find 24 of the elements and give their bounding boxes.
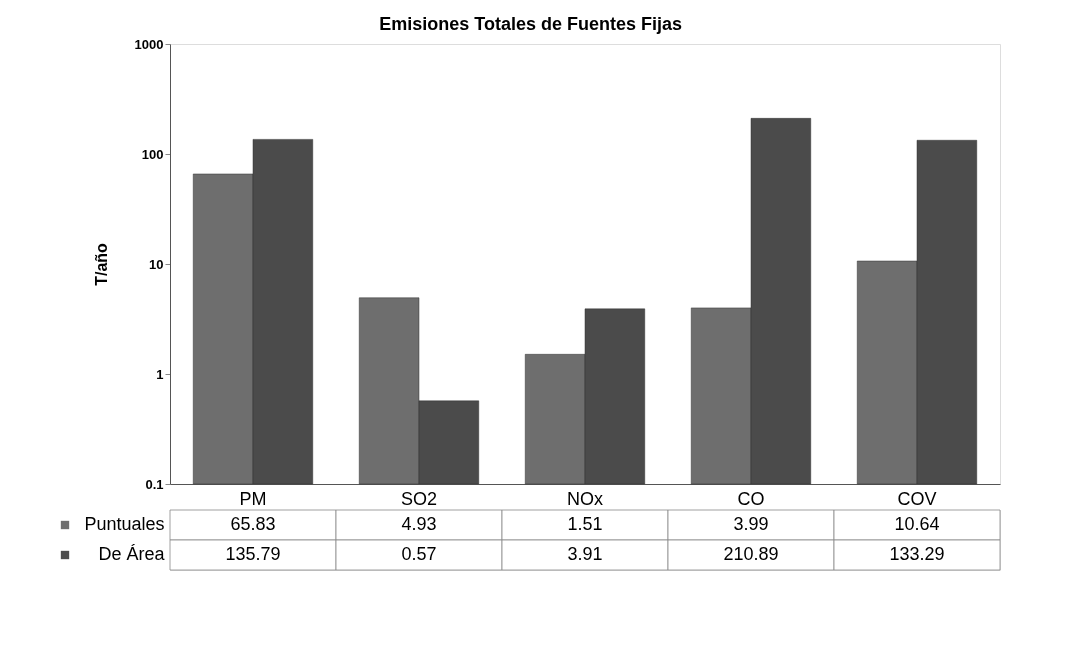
- y-tick-label: 1000: [134, 36, 164, 52]
- x-tick-label: COV: [897, 488, 937, 509]
- data-label: 133.29: [889, 544, 945, 564]
- data-label: 4.93: [401, 514, 437, 534]
- data-label: 65.83: [230, 514, 276, 534]
- x-tick-label: CO: [737, 488, 765, 509]
- data-label: 0.57: [401, 544, 437, 564]
- data-label: 3.91: [567, 544, 603, 564]
- x-tick-label: PM: [239, 488, 267, 509]
- y-tick-label: 10: [149, 256, 164, 272]
- data-label: 135.79: [225, 544, 281, 564]
- legend-label: De Área: [98, 544, 166, 564]
- y-axis-title: T/año: [92, 242, 110, 286]
- x-tick-label: SO2: [400, 488, 438, 509]
- data-label: 10.64: [894, 514, 940, 534]
- data-label: 3.99: [733, 514, 769, 534]
- data-label: 1.51: [567, 514, 603, 534]
- data-label: 210.89: [723, 544, 779, 564]
- y-tick-label: 0.1: [145, 476, 164, 492]
- legend-label: Puntuales: [84, 514, 165, 534]
- y-tick-label: 100: [141, 146, 164, 162]
- chart-title: Emisiones Totales de Fuentes Fijas: [379, 13, 682, 34]
- x-tick-label: NOx: [567, 488, 603, 509]
- y-tick-label: 1: [156, 366, 164, 382]
